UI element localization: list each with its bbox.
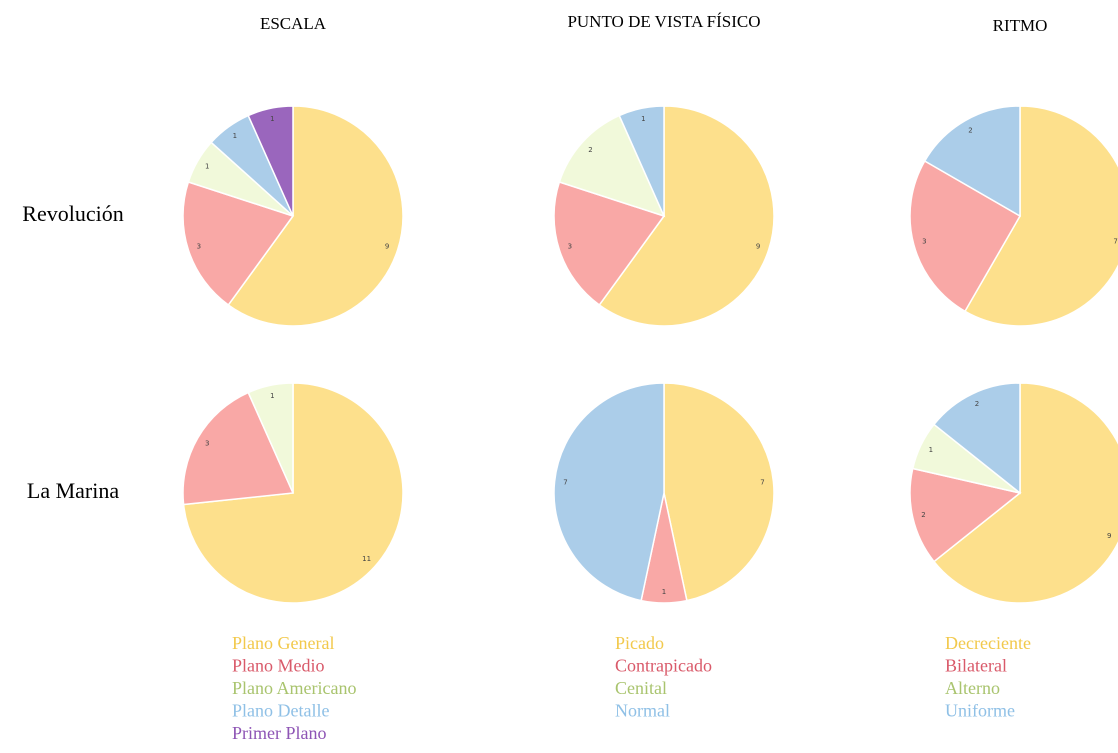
slice-label: 1 <box>270 115 274 123</box>
slice-label: 2 <box>588 146 592 154</box>
legend-entry: Uniforme <box>945 701 1015 721</box>
slice-label: 7 <box>1113 238 1117 246</box>
slice-label: 3 <box>197 243 201 251</box>
pie-slice <box>909 159 1022 313</box>
slice-label: 11 <box>362 555 371 563</box>
slice-label: 1 <box>641 115 645 123</box>
slice-label: 3 <box>205 440 209 448</box>
row-label: La Marina <box>27 478 119 503</box>
slice-label: 1 <box>662 588 666 596</box>
column-title: RITMO <box>993 16 1048 35</box>
slice-label: 1 <box>205 163 209 171</box>
pie-slice <box>663 382 775 602</box>
row-label: Revolución <box>22 201 123 226</box>
pie-slice <box>558 114 666 218</box>
pie-slice <box>247 382 294 494</box>
slice-label: 9 <box>1107 532 1111 540</box>
legend-entry: Cenital <box>615 678 667 698</box>
slice-label: 2 <box>921 511 925 519</box>
slice-label: 1 <box>270 392 274 400</box>
pie-slice <box>932 382 1118 604</box>
legend-entry: Plano Americano <box>232 678 356 698</box>
column-title: PUNTO DE VISTA FÍSICO <box>567 12 760 31</box>
legend-entry: Plano General <box>232 633 334 653</box>
pie-slice <box>182 391 295 506</box>
pie-slice <box>598 105 775 327</box>
legend-entry: Contrapicado <box>615 656 712 676</box>
pie-slice <box>932 382 1021 495</box>
pie-slice <box>227 105 404 327</box>
slice-label: 3 <box>568 243 572 251</box>
pie-slice <box>553 181 666 307</box>
legend-entry: Alterno <box>945 678 1000 698</box>
slice-label: 7 <box>563 479 567 487</box>
legend-entry: Plano Detalle <box>232 701 329 721</box>
pie-slice <box>923 105 1021 218</box>
pie-slice <box>618 105 665 217</box>
pie-slice <box>247 105 294 217</box>
slice-label: 7 <box>760 479 764 487</box>
legend-entry: Plano Medio <box>232 656 325 676</box>
slice-label: 2 <box>968 126 972 134</box>
legend-entry: Normal <box>615 701 670 721</box>
pie-slice <box>553 382 665 602</box>
slice-label: 9 <box>756 243 760 251</box>
pie-slice <box>963 105 1118 327</box>
slice-label: 3 <box>922 238 926 246</box>
legend-entry: Decreciente <box>945 633 1031 653</box>
legend-entry: Bilateral <box>945 656 1007 676</box>
legend-entry: Picado <box>615 633 664 653</box>
slice-label: 1 <box>929 446 933 454</box>
slice-label: 2 <box>975 400 979 408</box>
slice-label: 1 <box>233 132 237 140</box>
column-title: ESCALA <box>260 14 327 33</box>
slice-label: 9 <box>385 243 389 251</box>
legend-entry: Primer Plano <box>232 723 327 743</box>
pie-slice <box>909 467 1022 563</box>
pie-slice <box>182 181 295 307</box>
